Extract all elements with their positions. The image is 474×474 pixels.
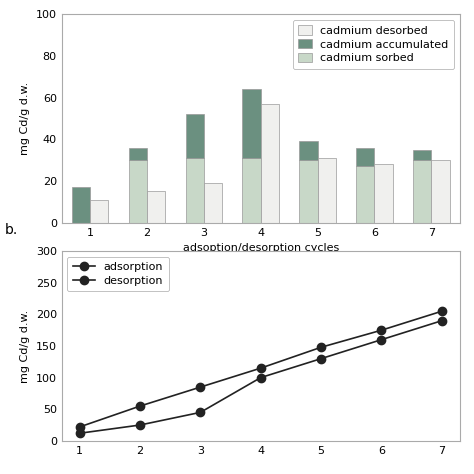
Bar bbox=[72, 187, 90, 223]
adsorption bbox=[258, 365, 264, 371]
Bar bbox=[147, 191, 165, 223]
Bar bbox=[413, 160, 431, 223]
desorption bbox=[198, 410, 203, 415]
Bar bbox=[356, 148, 374, 166]
Legend: adsorption, desorption: adsorption, desorption bbox=[67, 257, 169, 291]
desorption bbox=[77, 430, 82, 436]
Bar bbox=[129, 160, 147, 223]
Line: desorption: desorption bbox=[75, 317, 446, 438]
Bar bbox=[431, 160, 449, 223]
desorption bbox=[379, 337, 384, 343]
adsorption bbox=[137, 403, 143, 409]
adsorption bbox=[439, 309, 445, 314]
Bar bbox=[261, 104, 279, 223]
Bar bbox=[186, 158, 204, 223]
Bar bbox=[186, 114, 204, 158]
Bar bbox=[374, 164, 392, 223]
X-axis label: adsoption/desorption cycles: adsoption/desorption cycles bbox=[182, 243, 339, 253]
desorption bbox=[258, 375, 264, 381]
Y-axis label: mg Cd/g d.w.: mg Cd/g d.w. bbox=[20, 310, 30, 383]
desorption bbox=[439, 318, 445, 324]
Bar bbox=[413, 150, 431, 160]
Bar bbox=[129, 148, 147, 160]
Text: b.: b. bbox=[5, 223, 18, 237]
Line: adsorption: adsorption bbox=[75, 307, 446, 431]
Y-axis label: mg Cd/g d.w.: mg Cd/g d.w. bbox=[20, 82, 30, 155]
adsorption bbox=[198, 384, 203, 390]
desorption bbox=[318, 356, 324, 362]
Legend: cadmium desorbed, cadmium accumulated, cadmium sorbed: cadmium desorbed, cadmium accumulated, c… bbox=[292, 20, 454, 69]
adsorption bbox=[77, 424, 82, 430]
Bar bbox=[318, 158, 336, 223]
adsorption bbox=[318, 345, 324, 350]
Bar bbox=[356, 166, 374, 223]
Bar bbox=[243, 158, 261, 223]
Bar bbox=[300, 160, 318, 223]
desorption bbox=[137, 422, 143, 428]
adsorption bbox=[379, 328, 384, 333]
Bar bbox=[90, 200, 108, 223]
Bar bbox=[300, 141, 318, 160]
Bar bbox=[204, 183, 222, 223]
Bar bbox=[243, 89, 261, 158]
